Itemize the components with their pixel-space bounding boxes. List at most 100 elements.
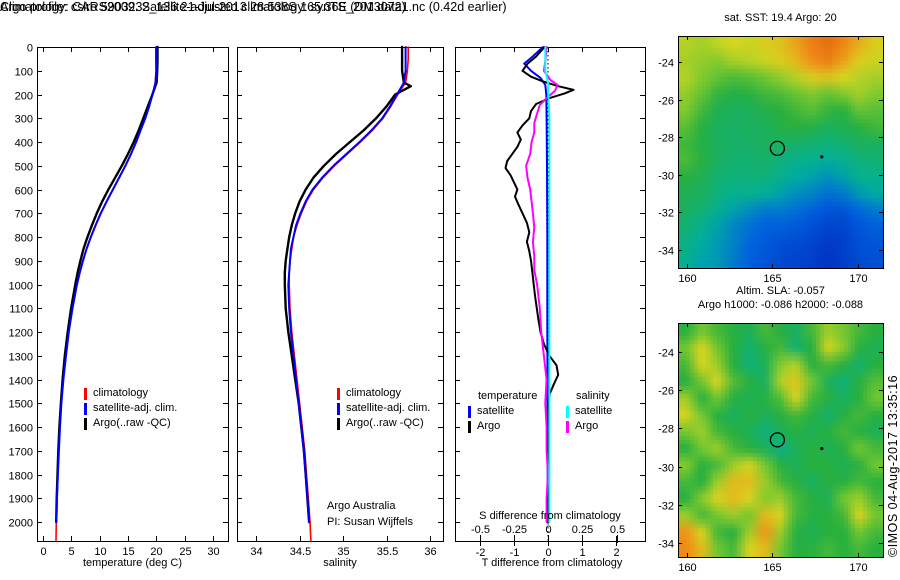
sla-map-title-line1: Altim. SLA: -0.057 <box>736 285 825 297</box>
climatology-label: climatology <box>346 387 402 399</box>
tick-label: 200 <box>15 91 33 103</box>
tick-label: 100 <box>15 67 33 79</box>
panel-border <box>678 323 884 558</box>
legend-row-argo-s: Argo <box>566 419 646 434</box>
tick-label: 1800 <box>9 471 33 483</box>
tick-label: 35 <box>337 546 349 558</box>
argo-float-position-marker <box>769 432 786 448</box>
legend-row-climatology: climatology <box>84 386 177 401</box>
tick-label: 34.5 <box>290 546 311 558</box>
tick-label: 35.5 <box>377 546 398 558</box>
tick-label: -26 <box>658 96 674 108</box>
satellite-adj-clim--curve <box>287 46 407 523</box>
satellite-s-swatch <box>566 405 569 418</box>
tick-label: 800 <box>15 233 33 245</box>
figure-title-line1: Argo profile: csiro 5903232_136 21-Jul-2… <box>0 0 406 14</box>
credit-line1: Argo Australia <box>327 500 396 512</box>
tick-label: -32 <box>658 501 674 513</box>
tick-label: 1100 <box>9 304 33 316</box>
tick-label: -24 <box>658 348 674 360</box>
tick-label: 300 <box>15 114 33 126</box>
tick-label: 170 <box>849 562 867 574</box>
tick-label: 160 <box>678 562 696 574</box>
tick-label: 1500 <box>9 399 33 411</box>
tick-label: 1000 <box>9 281 33 293</box>
sla-map-image <box>678 323 883 557</box>
panel-border <box>37 47 229 542</box>
tick-label: 0.5 <box>610 524 625 536</box>
satellite-clim-label: satellite-adj. clim. <box>346 402 431 414</box>
satellite-clim-swatch <box>84 402 87 415</box>
tick-label: -28 <box>658 133 674 145</box>
legend-row-satellite-t: satellite <box>468 404 563 419</box>
tick-label: 10 <box>94 546 106 558</box>
tick-label: 1 <box>579 547 585 559</box>
argo-s-swatch <box>566 420 569 433</box>
argo-swatch <box>337 417 340 430</box>
climatology-swatch <box>337 387 340 400</box>
tick-label: 36 <box>424 546 436 558</box>
tick-label: 165 <box>763 562 781 574</box>
tick-label: 1900 <box>9 494 33 506</box>
climatology-label: climatology <box>93 387 149 399</box>
tick-label: 900 <box>15 257 33 269</box>
legend-row-climatology: climatology <box>337 386 430 401</box>
satellite-adj-clim--curve <box>55 46 158 523</box>
sst-map-image <box>678 36 883 268</box>
imos-watermark-text: ©IMOS 04-Aug-2017 13:35:16 <box>886 375 900 557</box>
tick-label: 160 <box>678 273 696 285</box>
tick-label: 0.25 <box>572 524 593 536</box>
argo-float-position-marker <box>769 140 786 157</box>
argo-label: Argo(..raw -QC) <box>93 417 171 429</box>
tick-label: -30 <box>658 463 674 475</box>
tick-label: -2 <box>476 547 486 559</box>
diff-legend-temperature: temperature satellite Argo <box>468 390 563 434</box>
tick-label: -1 <box>510 547 520 559</box>
sla-map-title-line2: Argo h1000: -0.086 h2000: -0.088 <box>697 299 864 311</box>
argo-swatch <box>84 417 87 430</box>
legend-row-satellite-s: satellite <box>566 404 646 419</box>
climatology-swatch <box>84 387 87 400</box>
sst-map-title: sat. SST: 19.4 Argo: 20 <box>724 12 837 24</box>
legend-row-satellite-clim: satellite-adj. clim. <box>84 401 177 416</box>
tick-label: -32 <box>658 208 674 220</box>
s-difference-axis-label: S difference from climatology <box>479 510 621 522</box>
tick-label: -0.25 <box>502 524 527 536</box>
panel-border <box>455 47 646 542</box>
island-dot <box>820 155 824 159</box>
tick-label: 0 <box>27 43 33 55</box>
tick-label: 25 <box>179 546 191 558</box>
temperature-axis-label: temperature (deg C) <box>82 557 183 569</box>
credit-line2: PI: Susan Wijffels <box>327 516 413 528</box>
tick-label: 1300 <box>9 352 33 364</box>
climatology-curve <box>288 46 410 542</box>
satellite-t-curve <box>523 46 549 523</box>
tick-label: 15 <box>122 546 134 558</box>
tick-label: 1700 <box>9 447 33 459</box>
tick-label: 600 <box>15 186 33 198</box>
legend-row-argo: Argo(..raw -QC) <box>84 416 177 431</box>
panel-border <box>678 36 884 269</box>
legend-row-argo-t: Argo <box>468 419 563 434</box>
tick-label: 500 <box>15 162 33 174</box>
argo-australia-credit: Argo Australia PI: Susan Wijffels <box>327 500 413 532</box>
tick-label: 1200 <box>9 328 33 340</box>
temperature-legend: climatology satellite-adj. clim. Argo(..… <box>84 386 177 431</box>
tick-label: 2 <box>613 547 619 559</box>
argo-label: Argo(..raw -QC) <box>346 417 424 429</box>
salinity-legend: climatology satellite-adj. clim. Argo(..… <box>337 386 430 431</box>
tick-label: -28 <box>658 424 674 436</box>
satellite-s-curve <box>544 46 551 523</box>
tick-label: 2000 <box>9 518 33 530</box>
tick-label: -34 <box>658 246 674 258</box>
tick-label: 700 <box>15 209 33 221</box>
tick-label: 400 <box>15 138 33 150</box>
legend-row-satellite-clim: satellite-adj. clim. <box>337 401 430 416</box>
t-difference-axis-label: T difference from climatology <box>481 557 623 569</box>
tick-label: -30 <box>658 171 674 183</box>
tick-label: 5 <box>68 546 74 558</box>
argo-raw-qc--curve <box>55 45 159 524</box>
panel-border <box>237 47 444 542</box>
